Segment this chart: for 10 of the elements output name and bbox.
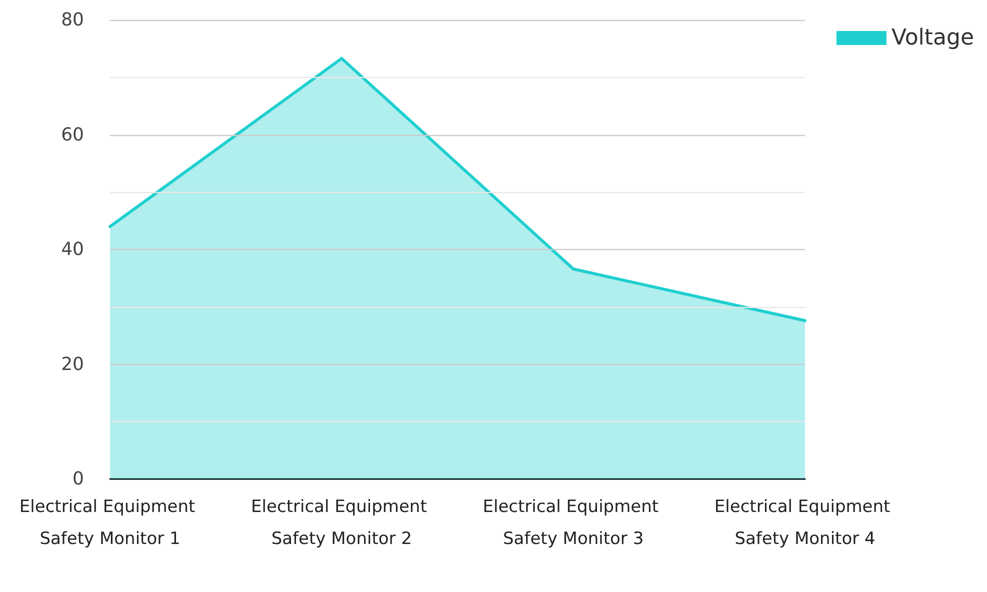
y-tick-label: 80: [61, 10, 84, 30]
y-tick-label: 60: [61, 124, 84, 146]
x-tick-label: Electrical Equipment Safety Monitor 2: [251, 497, 432, 549]
x-tick-label: Electrical Equipment Safety Monitor 4: [714, 497, 896, 549]
y-tick-label: 0: [72, 468, 84, 490]
y-tick-label: 40: [61, 239, 84, 260]
legend-label: Voltage: [891, 26, 974, 50]
x-tick-label: Electrical Equipment Safety Monitor 3: [482, 497, 664, 549]
x-tick-label: Electrical Equipment Safety Monitor 1: [19, 497, 201, 549]
y-tick-label: 20: [61, 354, 84, 375]
